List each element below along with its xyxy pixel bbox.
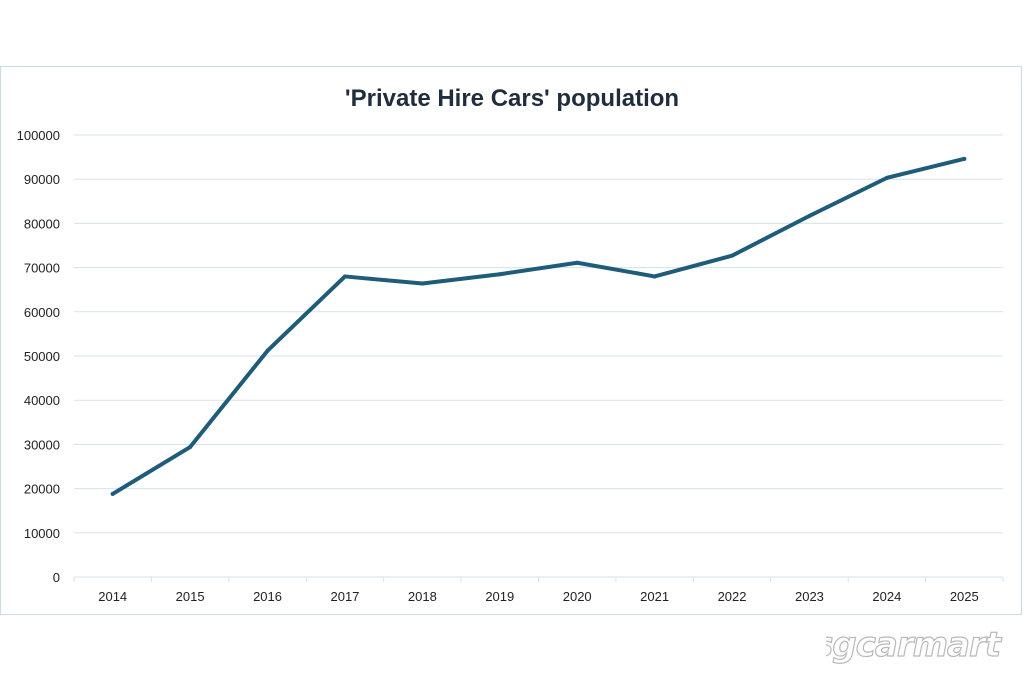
series-line-private-hire-cars: [110, 156, 967, 496]
y-tick-label: 60000: [24, 305, 60, 320]
y-tick-label: 50000: [24, 349, 60, 364]
chart-title: 'Private Hire Cars' population: [345, 85, 679, 112]
data-point: [730, 253, 735, 258]
data-point: [110, 491, 115, 496]
data-point: [420, 281, 425, 286]
x-axis-ticks: 2014 2015 2016 2017 2018 2019 2020 2021 2022 2023…: [98, 589, 979, 604]
y-tick-label: 0: [53, 570, 60, 585]
y-axis-ticks: 0 10000 20000 30000 40000 50000 60000 70000 8000…: [17, 128, 60, 585]
x-tick-label: 2014: [98, 589, 127, 604]
chart-container: 'Private Hire Cars' population 0 10000 200…: [0, 66, 1022, 615]
line-chart: 'Private Hire Cars' population 0 10000 200…: [17, 85, 1004, 604]
x-tick-label: 2021: [640, 589, 669, 604]
y-tick-label: 80000: [24, 216, 60, 231]
x-tick-label: 2022: [718, 589, 747, 604]
x-tick-label: 2018: [408, 589, 437, 604]
x-tick-label: 2016: [253, 589, 282, 604]
y-tick-label: 100000: [17, 128, 60, 143]
data-point: [575, 260, 580, 265]
y-tick-label: 70000: [24, 261, 60, 276]
data-point: [188, 445, 193, 450]
x-tick-label: 2015: [176, 589, 205, 604]
gridlines: [73, 134, 1004, 582]
y-tick-label: 40000: [24, 393, 60, 408]
data-point: [497, 272, 502, 277]
x-tick-label: 2025: [950, 589, 979, 604]
series-layer: [110, 156, 967, 496]
y-tick-label: 90000: [24, 172, 60, 187]
y-tick-label: 30000: [24, 437, 60, 452]
data-point: [962, 156, 967, 161]
data-point: [884, 175, 889, 180]
data-point: [342, 274, 347, 279]
watermark: sgcarmart: [826, 624, 1004, 665]
x-tick-label: 2023: [795, 589, 824, 604]
watermark-logo: sgcarmart: [826, 625, 1003, 665]
data-point: [652, 274, 657, 279]
data-point: [807, 213, 812, 218]
x-tick-label: 2020: [563, 589, 592, 604]
data-point: [265, 348, 270, 353]
x-tick-label: 2024: [872, 589, 901, 604]
x-tick-label: 2019: [485, 589, 514, 604]
y-tick-label: 20000: [24, 482, 60, 497]
x-tick-label: 2017: [330, 589, 359, 604]
y-tick-label: 10000: [24, 526, 60, 541]
